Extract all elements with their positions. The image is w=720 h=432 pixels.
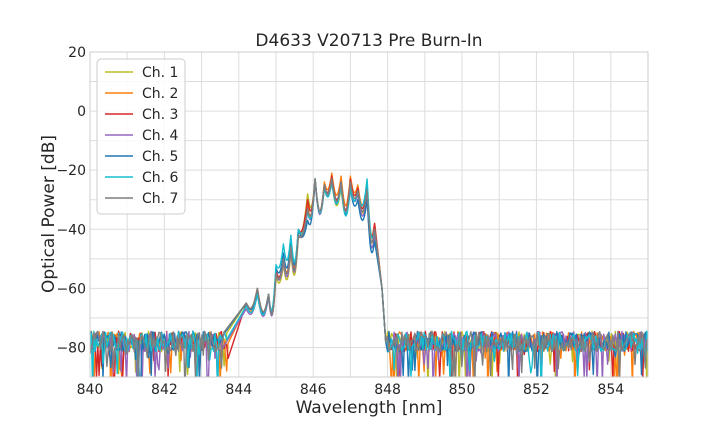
y-tick-label: −40 <box>56 222 86 238</box>
x-axis-label: Wavelength [nm] <box>296 398 443 418</box>
legend: Ch. 1 Ch. 2 Ch. 3 Ch. 4 Ch. 5 Ch. 6 Ch. 7 <box>96 58 186 215</box>
series-layer <box>90 172 648 377</box>
x-tick-label: 846 <box>300 382 327 398</box>
x-tick-label: 844 <box>225 382 252 398</box>
y-tick-label: −60 <box>56 281 86 297</box>
y-tick-label: 20 <box>68 45 86 61</box>
x-tick-label: 842 <box>151 382 178 398</box>
legend-label: Ch. 4 <box>142 128 179 144</box>
legend-label: Ch. 3 <box>142 107 178 123</box>
legend-label: Ch. 6 <box>142 170 179 186</box>
x-tick-label: 840 <box>77 382 104 398</box>
legend-label: Ch. 2 <box>142 86 178 102</box>
y-tick-label: 0 <box>77 104 86 120</box>
x-tick-label: 850 <box>449 382 476 398</box>
legend-label: Ch. 7 <box>142 191 178 207</box>
x-tick-labels: 840 842 844 846 848 850 852 854 <box>77 382 625 398</box>
y-tick-label: −80 <box>56 340 86 356</box>
y-tick-label: −20 <box>56 163 86 179</box>
y-axis-label: Optical Power [dB] <box>39 135 59 293</box>
plot-frame <box>89 51 649 378</box>
x-tick-label: 852 <box>523 382 550 398</box>
chart-title: D4633 V20713 Pre Burn-In <box>255 31 482 51</box>
legend-label: Ch. 1 <box>142 65 178 81</box>
legend-box <box>96 58 186 215</box>
x-tick-label: 848 <box>374 382 401 398</box>
y-tick-labels: 20 0 −20 −40 −60 −80 <box>56 45 86 356</box>
x-tick-label: 854 <box>597 382 624 398</box>
legend-label: Ch. 5 <box>142 149 178 165</box>
series-line-7 <box>90 178 648 377</box>
